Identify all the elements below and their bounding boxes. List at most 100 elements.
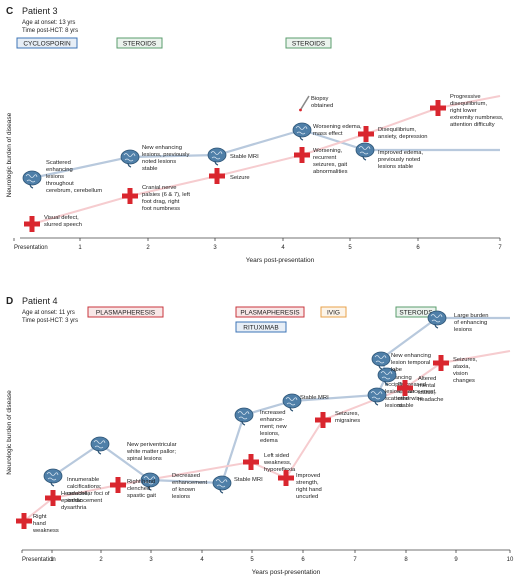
clinical-note: Worsening, <box>313 148 343 154</box>
clinical-note: hand <box>33 521 46 527</box>
imaging-note: enhancing <box>385 375 412 381</box>
treatment-box: RITUXIMAB <box>235 321 287 333</box>
treatment-box: STEROIDS <box>116 37 163 49</box>
clinical-note: foot numbness <box>142 206 180 212</box>
red-cross-icon <box>358 126 374 142</box>
treatment-box: CYCLOSPORIN <box>16 37 78 49</box>
x-tick-label: Presentation <box>22 557 56 563</box>
clinical-trend-line <box>31 95 501 225</box>
red-cross-icon <box>294 147 310 163</box>
imaging-note: Innumerable <box>67 477 99 483</box>
imaging-note: noted lesions <box>142 159 176 165</box>
x-axis-label: Years post-presentation <box>252 569 321 576</box>
clinical-note: weakness <box>32 528 59 534</box>
imaging-note: lobe <box>391 367 402 373</box>
red-cross-icon <box>122 188 138 204</box>
imaging-note: enhancing <box>46 167 73 173</box>
imaging-note: Improved edema, <box>378 150 423 156</box>
imaging-note: New enhancing <box>142 145 182 151</box>
clinical-note: Seizure <box>230 175 250 181</box>
x-tick-label: 4 <box>200 557 204 563</box>
x-tick-label: 9 <box>454 557 458 563</box>
imaging-note: Decreased <box>172 473 200 479</box>
biopsy-needle-icon <box>299 95 310 112</box>
age-at-onset: Age at onset: 13 yrs <box>22 20 75 26</box>
imaging-note: occipital <box>385 382 406 388</box>
imaging-trend-line <box>31 128 500 180</box>
clinical-note: foot drag, right <box>142 199 180 205</box>
imaging-note: Worsening edema, <box>313 124 362 130</box>
imaging-note: previously noted <box>378 157 420 163</box>
treatment-label: PLASMAPHERESIS <box>96 310 156 317</box>
red-cross-icon <box>397 380 413 396</box>
clinical-note: attention difficulty <box>450 122 495 128</box>
imaging-note: lesions <box>46 174 64 180</box>
brain-icon <box>120 149 140 168</box>
clinical-note: strength, <box>296 480 319 486</box>
clinical-note: palsies (6 & 7), left <box>142 192 190 198</box>
clinical-note: vision <box>453 371 468 377</box>
treatment-box: IVIG <box>320 306 347 318</box>
clinical-note: Seizures, <box>335 411 360 417</box>
panel-c: C Patient 3 Age at onset: 13 yrs Time post-… <box>6 6 504 264</box>
imaging-note: cerebrum, cerebellum <box>46 188 102 194</box>
imaging-note: Stable MRI <box>234 477 263 483</box>
treatment-label: STEROIDS <box>123 41 157 48</box>
imaging-note: scattered <box>385 396 409 402</box>
imaging-note: otherwise <box>398 396 423 402</box>
treatment-box: STEROIDS <box>285 37 332 49</box>
clinical-note: episodic <box>61 498 82 504</box>
clinical-note: Visual defect, <box>44 215 79 221</box>
brain-icon <box>371 351 391 370</box>
brain-icon <box>282 393 302 412</box>
x-tick-label: 1 <box>78 245 82 251</box>
imaging-note: Large burden <box>454 313 489 319</box>
imaging-note: lesions stable <box>378 164 413 170</box>
clinical-note: Headache, <box>61 491 89 497</box>
imaging-note: of known <box>172 487 195 493</box>
treatment-label: RITUXIMAB <box>243 325 278 332</box>
treatment-box: PLASMAPHERESIS <box>87 306 164 318</box>
clinical-note: extremity numbness, <box>450 115 504 121</box>
treatment-label: STEROIDS <box>292 41 326 48</box>
imaging-note: Decreased <box>398 382 426 388</box>
imaging-note: lesions <box>385 403 403 409</box>
time-post-hct: Time post-HCT: 3 yrs <box>22 318 78 324</box>
imaging-note: throughout <box>46 181 74 187</box>
clinical-note: Right hand <box>127 479 155 485</box>
red-cross-icon <box>16 513 32 529</box>
imaging-note: edema <box>260 438 279 444</box>
clinical-note: dysarthria <box>61 505 87 511</box>
clinical-note: disequilibrium, <box>450 101 487 107</box>
brain-icon <box>90 436 110 455</box>
x-tick-label: 4 <box>281 245 285 251</box>
biopsy-note: Biopsy <box>311 96 329 102</box>
time-post-hct: Time post-HCT: 8 yrs <box>22 28 78 34</box>
clinical-note: Seizures, <box>453 357 478 363</box>
clinical-note: Progressive <box>450 94 481 100</box>
imaging-note: stable <box>398 403 413 409</box>
y-axis-label: Neurologic burden of disease <box>6 112 13 197</box>
imaging-note: stable <box>142 166 157 172</box>
red-cross-icon <box>243 454 259 470</box>
imaging-note: mass effect <box>313 131 343 137</box>
clinical-note: Altered <box>418 376 436 382</box>
clinical-note: migraines <box>335 418 360 424</box>
brain-icon <box>355 142 375 161</box>
x-tick-label: Presentation <box>14 245 48 251</box>
clinical-note: anxiety, depression <box>378 134 428 140</box>
x-tick-label: 2 <box>146 245 150 251</box>
imaging-note: Stable MRI <box>230 154 259 160</box>
x-tick-label: 6 <box>301 557 305 563</box>
brain-icon <box>377 367 397 386</box>
clinical-note: slurred speech <box>44 222 82 228</box>
brain-icon <box>427 310 447 329</box>
imaging-note: white matter pallor; <box>126 449 176 455</box>
clinical-note: hyporeflexia <box>264 467 296 473</box>
red-cross-icon <box>110 477 126 493</box>
x-tick-label: 3 <box>149 557 153 563</box>
clinical-note: recurrent <box>313 155 337 161</box>
clinical-note: uncurled <box>296 494 318 500</box>
red-cross-icon <box>278 470 294 486</box>
